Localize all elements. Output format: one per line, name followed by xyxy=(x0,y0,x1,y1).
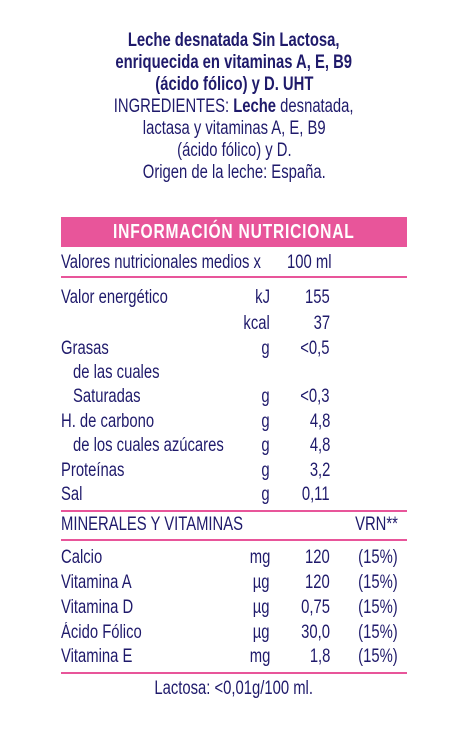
divider xyxy=(61,539,407,541)
nutrient-value: 4,8 xyxy=(309,411,330,432)
divider xyxy=(61,510,407,512)
product-name-line: enriquecida en vitaminas A, E, B9 xyxy=(115,52,353,73)
nutrient-value: 4,8 xyxy=(309,435,330,456)
ingredients-line: (ácido fólico) y D. xyxy=(176,140,292,161)
mineral-vrn: (15%) xyxy=(358,547,398,568)
mineral-label: Ácido Fólico xyxy=(61,622,142,643)
mineral-label: Vitamina D xyxy=(61,597,134,618)
nutrition-header-label: Valores nutricionales medios x xyxy=(61,252,261,273)
product-name-line: Leche desnatada Sin Lactosa, xyxy=(128,30,340,51)
nutrient-label: de las cuales xyxy=(73,362,160,383)
ingredients-rest: desnatada, xyxy=(280,96,354,117)
mineral-value: 30,0 xyxy=(301,622,330,643)
nutrient-label: H. de carbono xyxy=(61,411,155,432)
mineral-vrn: (15%) xyxy=(358,646,398,667)
nutrient-label: Saturadas xyxy=(73,386,141,407)
nutrient-label: Valor energético xyxy=(61,287,168,308)
ingredients-line: lactasa y vitaminas A, E, B9 xyxy=(142,118,326,139)
mineral-vrn: (15%) xyxy=(358,622,398,643)
nutrient-label: de los cuales azúcares xyxy=(73,435,224,456)
nutrient-unit: kcal xyxy=(243,313,270,334)
divider xyxy=(61,276,407,278)
minerals-header-label: MINERALES Y VITAMINAS xyxy=(61,514,244,535)
nutrient-value: 0,11 xyxy=(302,484,330,505)
nutrient-unit: g xyxy=(261,460,270,481)
ingredients-label: INGREDIENTES: xyxy=(114,96,230,117)
nutrient-label: Sal xyxy=(61,484,83,505)
nutrient-value: <0,5 xyxy=(300,338,330,359)
mineral-vrn: (15%) xyxy=(358,572,398,593)
mineral-vrn: (15%) xyxy=(358,597,398,618)
mineral-unit: µg xyxy=(253,622,270,643)
mineral-value: 1,8 xyxy=(309,646,330,667)
product-name-line: (ácido fólico) y D. UHT xyxy=(154,74,314,95)
mineral-unit: mg xyxy=(249,646,270,667)
nutrition-banner: INFORMACIÓN NUTRICIONAL xyxy=(61,217,407,247)
mineral-unit: mg xyxy=(249,547,270,568)
mineral-value: 120 xyxy=(305,572,330,593)
nutrient-value: 155 xyxy=(305,287,330,308)
minerals-header-vrn: VRN** xyxy=(355,514,398,535)
mineral-value: 120 xyxy=(305,547,330,568)
lactose-footer: Lactosa: <0,01g/100 ml. xyxy=(154,678,314,699)
nutrient-unit: g xyxy=(261,386,270,407)
mineral-label: Calcio xyxy=(61,547,103,568)
nutrient-unit: kJ xyxy=(255,287,270,308)
nutrient-label: Proteínas xyxy=(61,460,125,481)
nutrient-value: <0,3 xyxy=(300,386,330,407)
mineral-value: 0,75 xyxy=(301,597,330,618)
nutrient-value: 3,2 xyxy=(309,460,330,481)
nutrient-value xyxy=(270,362,330,384)
nutrient-unit xyxy=(210,362,270,384)
origin-line: Origen de la leche: España. xyxy=(142,162,326,183)
ingredients-line: INGREDIENTES: Leche desnatada, xyxy=(0,96,468,118)
divider xyxy=(61,672,407,674)
nutrient-unit: g xyxy=(261,338,270,359)
mineral-unit: µg xyxy=(253,597,270,618)
nutrient-unit: g xyxy=(261,435,270,456)
mineral-label: Vitamina A xyxy=(61,572,132,593)
ingredients-main: Leche xyxy=(233,96,277,117)
nutrient-label: Grasas xyxy=(61,338,109,359)
nutrient-unit: g xyxy=(261,411,270,432)
mineral-unit: µg xyxy=(253,572,270,593)
nutrition-header-value: 100 ml xyxy=(287,252,332,273)
mineral-label: Vitamina E xyxy=(61,646,133,667)
nutrient-unit: g xyxy=(261,484,270,505)
nutrient-value: 37 xyxy=(313,313,330,334)
product-header: Leche desnatada Sin Lactosa, enriquecida… xyxy=(0,30,468,184)
